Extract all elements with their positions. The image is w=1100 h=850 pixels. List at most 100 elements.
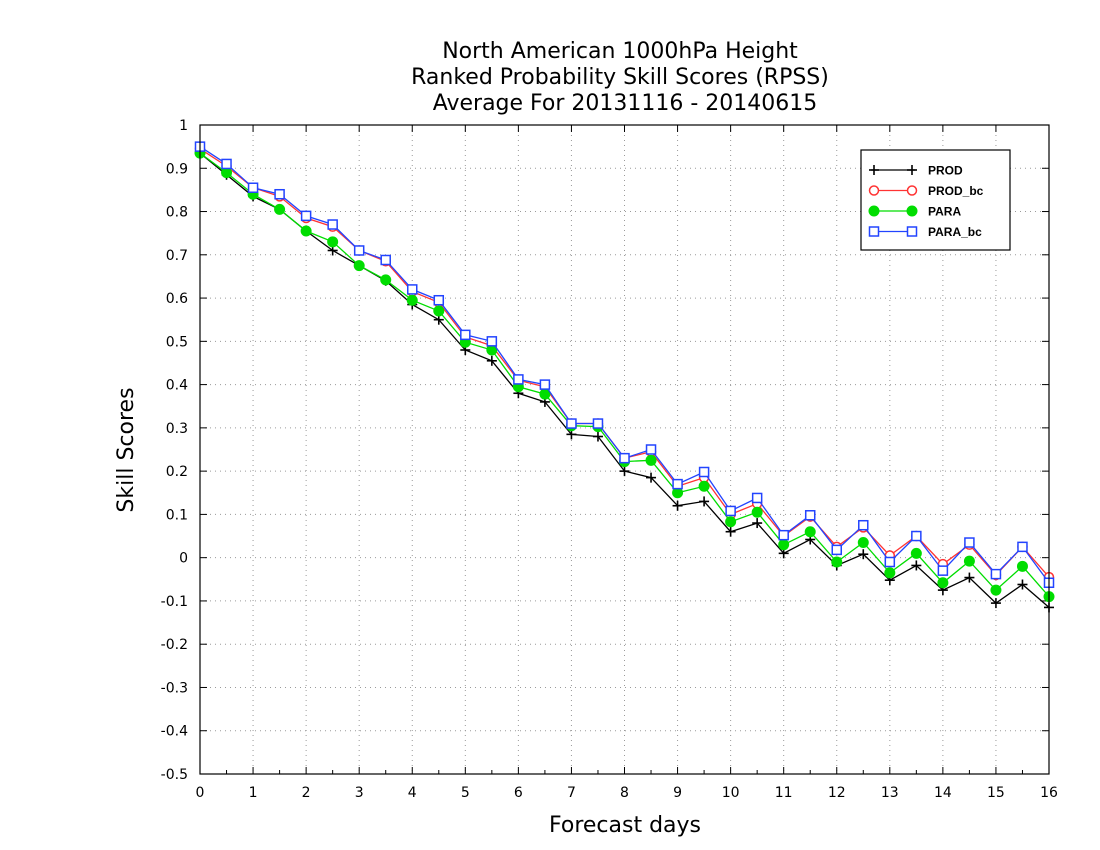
data-point-para (274, 203, 286, 215)
data-point-para (937, 577, 949, 589)
y-tick-label: 0.5 (166, 334, 188, 350)
grid-lines (200, 125, 1049, 774)
legend-label-prod-bc: PROD_bc (928, 184, 984, 198)
data-point-para (380, 274, 392, 286)
data-point-para-bc (353, 245, 365, 256)
data-point-prod (486, 355, 497, 366)
data-point-prod (592, 431, 603, 442)
y-tick-label: -0.3 (161, 680, 188, 696)
data-point-para-bc (407, 284, 418, 295)
legend-item-prod: PROD (869, 164, 963, 178)
data-point-prod (964, 572, 975, 583)
data-point-para (725, 516, 737, 528)
data-point-para (300, 225, 312, 237)
x-tick-label: 1 (249, 785, 258, 801)
series-para (194, 147, 1055, 603)
x-tick-label: 12 (828, 785, 846, 801)
x-tick-label: 4 (408, 785, 417, 801)
legend-label-para: PARA (928, 205, 961, 219)
legend-label-para-bc: PARA_bc (928, 225, 982, 239)
data-point-para-bc (911, 530, 922, 542)
x-tick-label: 11 (775, 785, 793, 801)
x-tick-label: 15 (987, 785, 1005, 801)
y-tick-label: 0.2 (166, 464, 188, 480)
series-prod (195, 148, 1054, 613)
data-point-para (963, 555, 975, 567)
data-point-prod (646, 472, 657, 483)
data-point-para-bc (884, 556, 896, 568)
data-point-para-bc (804, 510, 816, 521)
legend-marker-prod-bc (906, 185, 918, 196)
y-tick-label: -0.2 (161, 637, 188, 653)
data-point-para (804, 526, 816, 538)
legend-item-prod-bc: PROD_bc (868, 184, 984, 198)
legend-box (860, 149, 1011, 251)
data-point-para-bc (539, 379, 551, 390)
data-point-para-bc (831, 544, 842, 556)
data-point-para-bc (460, 329, 471, 341)
x-tick-label: 10 (722, 785, 740, 801)
data-point-para-bc (1017, 541, 1028, 553)
data-point-prod (752, 518, 763, 529)
x-tick-label: 16 (1040, 785, 1058, 801)
data-point-para-bc (672, 478, 683, 490)
legend-marker-prod-bc (868, 185, 880, 196)
legend-marker-para (906, 205, 918, 217)
data-point-para (406, 294, 418, 306)
data-point-para-bc (990, 568, 1002, 580)
data-series (194, 141, 1055, 613)
data-point-para (327, 236, 339, 248)
data-point-para-bc (433, 294, 445, 306)
y-tick-label: -0.5 (161, 767, 188, 783)
plot-area-frame (199, 124, 1050, 775)
data-point-para-bc (300, 210, 312, 222)
data-point-prod (619, 466, 630, 477)
data-point-para (884, 567, 896, 579)
data-point-prod (699, 496, 710, 507)
data-point-para-bc (274, 188, 285, 200)
data-point-para-bc (221, 158, 232, 170)
data-point-para (433, 305, 445, 317)
data-point-para (1016, 560, 1028, 572)
y-tick-label: 0.9 (166, 161, 188, 177)
data-point-para-bc (327, 219, 338, 230)
data-point-para-bc (778, 529, 789, 541)
axis-ticks (199, 124, 1050, 775)
data-point-para-bc (937, 565, 949, 576)
x-tick-label: 9 (673, 785, 682, 801)
x-axis-label: Forecast days (549, 813, 701, 838)
chart-title-line-1: North American 1000hPa Height (442, 39, 798, 64)
data-point-para-bc (566, 418, 577, 429)
x-tick-label: 7 (567, 785, 576, 801)
data-point-para (857, 537, 869, 549)
data-point-para-bc (486, 336, 498, 347)
y-tick-label: 0.8 (166, 205, 188, 221)
y-tick-label: -0.1 (161, 594, 188, 610)
y-tick-label: 0.1 (166, 507, 188, 523)
data-point-para (778, 539, 790, 551)
y-tick-label: 0 (179, 551, 188, 567)
series-para-bc (194, 141, 1055, 589)
x-tick-label: 5 (461, 785, 470, 801)
data-point-prod (911, 560, 922, 571)
legend-marker-para (868, 205, 880, 217)
chart-title-line-2: Ranked Probability Skill Scores (RPSS) (411, 65, 829, 90)
legend-item-para-bc: PARA_bc (868, 225, 982, 239)
data-point-para-bc (751, 492, 763, 504)
y-tick-label: -0.4 (161, 724, 188, 740)
data-point-para (751, 506, 763, 518)
data-point-para-bc (698, 466, 710, 478)
x-tick-label: 3 (355, 785, 364, 801)
data-point-para (698, 480, 710, 492)
y-tick-label: 0.6 (166, 291, 188, 307)
data-point-para-bc (964, 537, 975, 548)
chart-title-line-3: Average For 20131116 - 20140615 (433, 91, 818, 116)
legend-marker-prod (869, 165, 879, 175)
legend-marker-para-bc (906, 226, 918, 237)
data-point-para-bc (592, 418, 604, 429)
data-point-para (645, 454, 657, 466)
data-point-para (990, 584, 1002, 596)
x-tick-label: 13 (881, 785, 899, 801)
data-point-para-bc (619, 452, 630, 464)
legend: PROD PROD_bc PARA PARA_bc (860, 149, 1011, 251)
